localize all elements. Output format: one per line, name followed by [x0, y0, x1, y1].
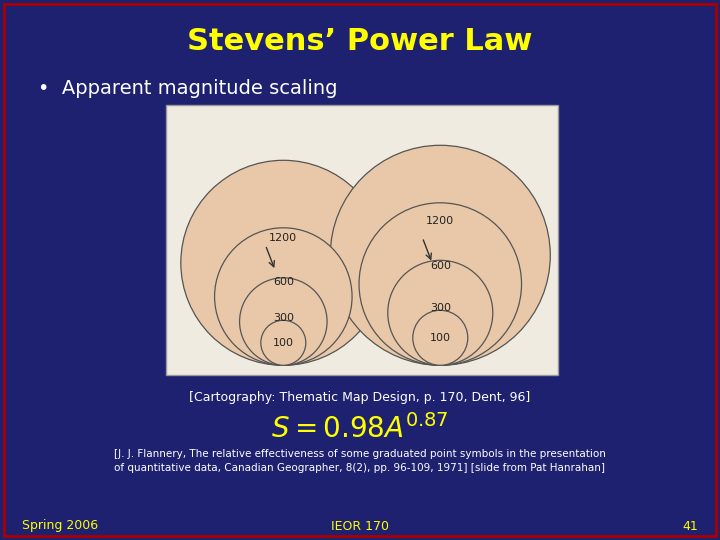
Bar: [166, 105, 558, 375]
Text: 100: 100: [273, 338, 294, 348]
Text: Stevens’ Power Law: Stevens’ Power Law: [187, 28, 533, 57]
Text: 300: 300: [273, 313, 294, 322]
Text: Spring 2006: Spring 2006: [22, 519, 98, 532]
Text: •  Apparent magnitude scaling: • Apparent magnitude scaling: [38, 78, 338, 98]
Text: IEOR 170: IEOR 170: [331, 519, 389, 532]
Circle shape: [330, 145, 550, 365]
Text: 300: 300: [430, 302, 451, 313]
Circle shape: [181, 160, 386, 365]
Text: [Cartography: Thematic Map Design, p. 170, Dent, 96]: [Cartography: Thematic Map Design, p. 17…: [189, 391, 531, 404]
Text: 1200: 1200: [269, 233, 297, 242]
Text: [J. J. Flannery, The relative effectiveness of some graduated point symbols in t: [J. J. Flannery, The relative effectiven…: [114, 449, 606, 473]
Text: 600: 600: [273, 277, 294, 287]
Text: 600: 600: [430, 261, 451, 271]
Text: 41: 41: [683, 519, 698, 532]
Circle shape: [413, 310, 468, 365]
Circle shape: [359, 203, 521, 365]
Circle shape: [388, 260, 492, 365]
Circle shape: [240, 278, 327, 365]
Circle shape: [261, 320, 306, 365]
Text: 1200: 1200: [426, 216, 454, 226]
Text: $\mathit{S} = 0.98\mathit{A}^{0.87}$: $\mathit{S} = 0.98\mathit{A}^{0.87}$: [271, 414, 449, 444]
Text: 100: 100: [430, 333, 451, 343]
Circle shape: [215, 228, 352, 365]
